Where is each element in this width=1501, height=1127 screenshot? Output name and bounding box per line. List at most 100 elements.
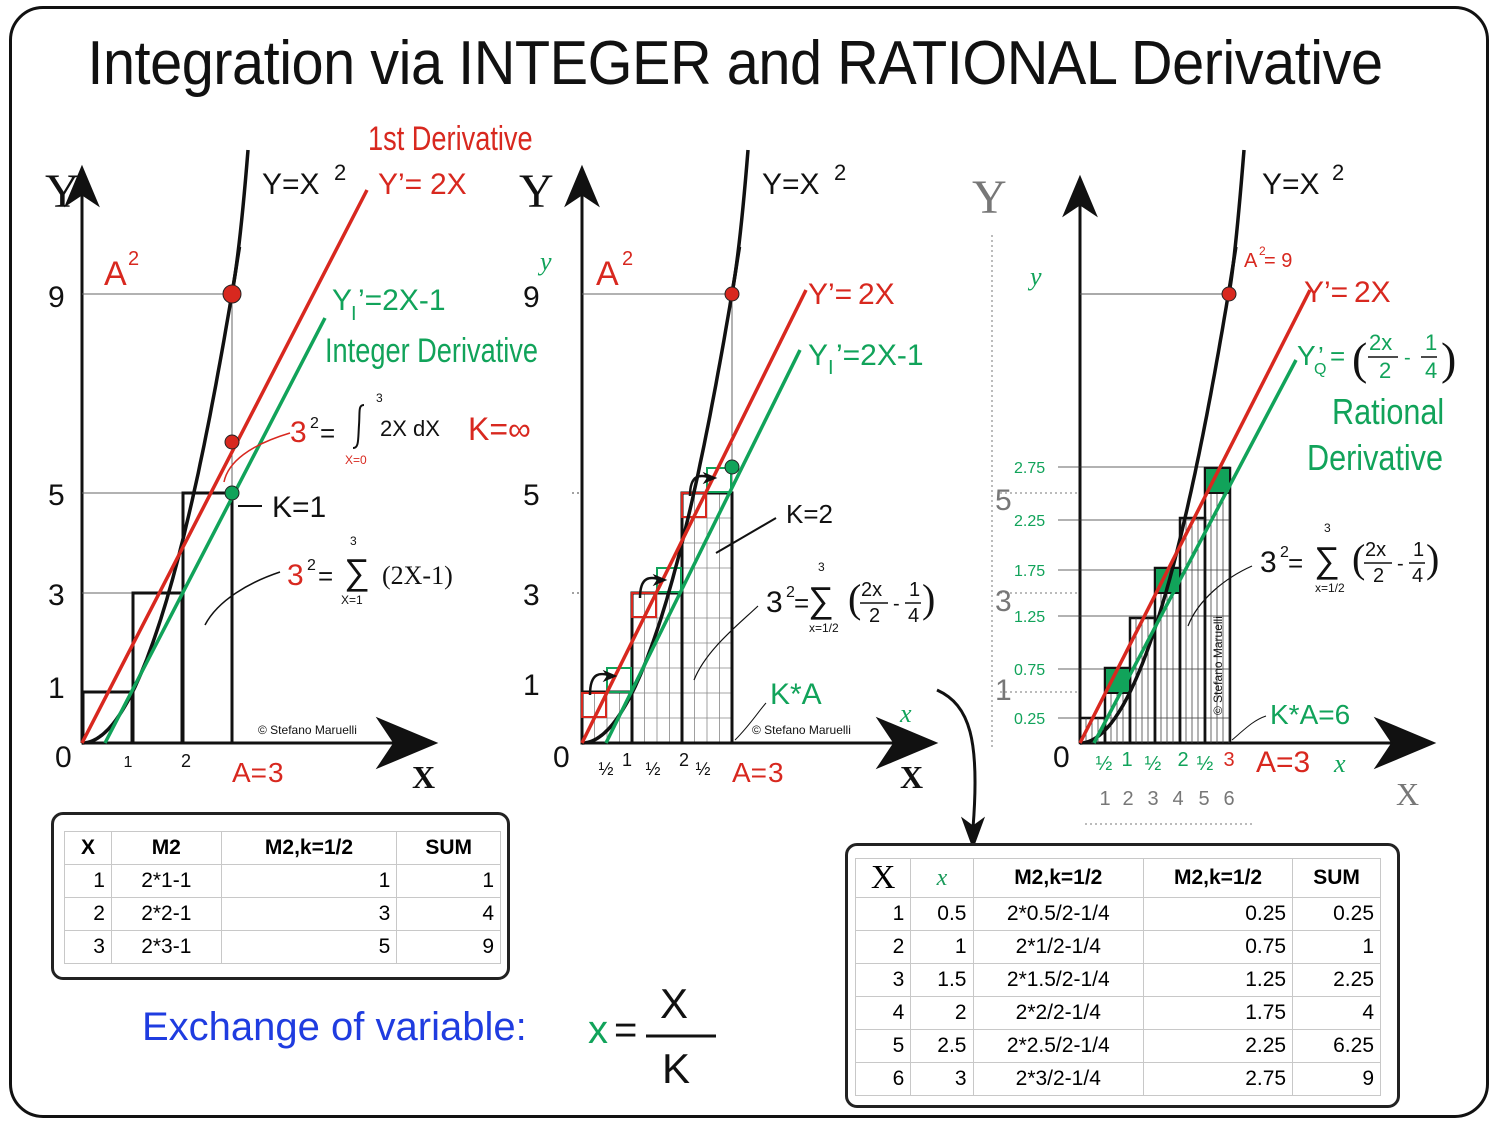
paren-right: ) xyxy=(922,576,935,621)
y-small-label: y xyxy=(1027,262,1042,291)
exchange-of-variable-label: Exchange of variable: xyxy=(142,1005,527,1049)
table-row: 4 2 2*2/2-1/4 1.75 4 xyxy=(854,996,1381,1030)
frac-den: 2 xyxy=(1379,358,1391,383)
table-row: 1 2*1-1 1 1 xyxy=(64,864,501,898)
frac-den: 4 xyxy=(1412,565,1423,587)
point-9 xyxy=(222,284,242,304)
integral-body: 2X dX xyxy=(380,416,440,441)
integer-table: X M2 M2,k=1/2 SUM 1 2*1-1 1 1 2 2*2-1 3 4 3 2*3-1 5 9 xyxy=(64,831,501,964)
table-cell: 4 xyxy=(396,897,501,931)
half-step-rect xyxy=(1178,516,1207,745)
y-tick-label: 3 xyxy=(523,579,540,612)
rational-label: Rational xyxy=(1332,393,1444,433)
x-small-tick-label: ½ xyxy=(1145,753,1162,775)
table-cell: 2*2/2-1/4 xyxy=(972,996,1145,1030)
ka-label: K*A xyxy=(770,678,822,711)
sum-eq: = xyxy=(318,561,333,591)
a-squared-exponent: 2 xyxy=(128,248,139,270)
paren-left: ( xyxy=(1352,536,1365,581)
sum-upper: 3 xyxy=(1324,521,1331,535)
point-red xyxy=(224,434,240,450)
integral-sign xyxy=(352,404,365,449)
x-tick-label: 2 xyxy=(679,750,689,770)
table-cell: 1 xyxy=(910,930,974,964)
step-arrow-head xyxy=(652,573,668,587)
table-cell: 2 xyxy=(64,897,112,931)
y-axis-arrow xyxy=(64,164,100,208)
integer-table-header: M2 xyxy=(110,831,222,865)
exchange-x: x xyxy=(588,1008,608,1052)
y-tick-label: 5 xyxy=(48,479,65,512)
x-tick-label: ½ xyxy=(695,759,710,779)
a-equals-label: A= xyxy=(232,757,267,788)
table-cell: 1.5 xyxy=(910,963,974,997)
table-row: 2 1 2*1/2-1/4 0.75 1 xyxy=(854,930,1381,964)
red-equation: Y’= xyxy=(808,278,852,311)
table-cell: 0.75 xyxy=(1143,930,1294,964)
half-step-rect xyxy=(1153,566,1182,745)
table-cell: 1.75 xyxy=(1143,996,1294,1030)
parabola-curve-top xyxy=(730,149,750,295)
table-cell: 6.25 xyxy=(1292,1029,1381,1063)
exchange-den: K xyxy=(662,1045,690,1092)
table-cell: 3 xyxy=(910,1062,974,1096)
parabola-curve xyxy=(81,246,242,745)
k2-pointer xyxy=(715,517,777,554)
paren-right: ) xyxy=(1426,536,1439,581)
x-big-tick-label: 2 xyxy=(1122,788,1133,810)
x-big-tick-label: 1 xyxy=(1099,788,1110,810)
table-cell: 2*1.5/2-1/4 xyxy=(972,963,1145,997)
y-small-tick-label: 2.75 xyxy=(1014,460,1045,477)
x-small-tick-label: 3 xyxy=(1223,749,1234,771)
sum-eq: = xyxy=(794,588,809,618)
x-tick-label: ½ xyxy=(598,759,613,779)
rational-table-header: SUM xyxy=(1292,858,1381,898)
table-cell: 9 xyxy=(1292,1062,1381,1096)
table-cell: 1 xyxy=(64,864,112,898)
page-title: Integration via INTEGER and RATIONAL Der… xyxy=(87,29,1383,98)
table-cell: 2 xyxy=(854,930,912,964)
table-cell: 2*3/2-1/4 xyxy=(972,1062,1145,1096)
step-rect xyxy=(181,491,234,745)
integer-derivative-label: Integer Derivative xyxy=(325,331,538,370)
sum-sign-icon: ∑ xyxy=(1314,539,1340,580)
green-sub: I xyxy=(351,303,357,325)
x-small-tick-label: ½ xyxy=(1197,753,1214,775)
table-cell: 2*2-1 xyxy=(110,897,222,931)
step-arrow-head xyxy=(602,669,618,683)
y-axis-label: Y xyxy=(45,165,80,218)
step-rect xyxy=(131,591,184,745)
integral-eq: = xyxy=(320,418,335,448)
green-equation-rhs: ’ = xyxy=(1318,341,1345,371)
parabola-curve-top xyxy=(1227,149,1246,295)
minus-sign: - xyxy=(893,593,900,615)
sum-exp: 2 xyxy=(1280,544,1289,561)
green-rational-derivative-line xyxy=(1092,359,1298,744)
table-cell: 1 xyxy=(220,864,398,898)
curve-exponent: 2 xyxy=(834,160,846,185)
frac-num: 1 xyxy=(909,579,920,601)
x-small-tick-label: 1 xyxy=(1121,749,1132,771)
a-squared-value: = 9 xyxy=(1264,250,1292,272)
a-squared-label: A xyxy=(1244,250,1258,272)
paren-left: ( xyxy=(848,576,861,621)
point-green xyxy=(724,459,740,475)
a-squared-exponent: 2 xyxy=(622,248,633,270)
table-cell: 2.75 xyxy=(1143,1062,1294,1096)
y-tick-label: 5 xyxy=(523,479,540,512)
curve-exponent: 2 xyxy=(1332,160,1344,185)
green-equation: Y xyxy=(332,284,352,317)
exchange-eq: = xyxy=(614,1008,637,1052)
rational-table-header: M2,k=1/2 xyxy=(972,858,1145,898)
rational-table-header: X xyxy=(854,858,912,898)
x-small-tick-label: 2 xyxy=(1177,749,1188,771)
table-cell: 2*2.5/2-1/4 xyxy=(972,1029,1145,1063)
rational-table-header: M2,k=1/2 xyxy=(1143,858,1294,898)
y-small-label: y xyxy=(537,247,552,276)
y-tick-label: 1 xyxy=(48,672,65,705)
pointer-line xyxy=(204,571,281,626)
credit-label: © Stefano Maruelli xyxy=(1211,616,1225,715)
frac-den: 2 xyxy=(1373,565,1384,587)
a-value: 3 xyxy=(768,757,784,788)
a-squared-exponent: 2 xyxy=(1259,244,1266,258)
